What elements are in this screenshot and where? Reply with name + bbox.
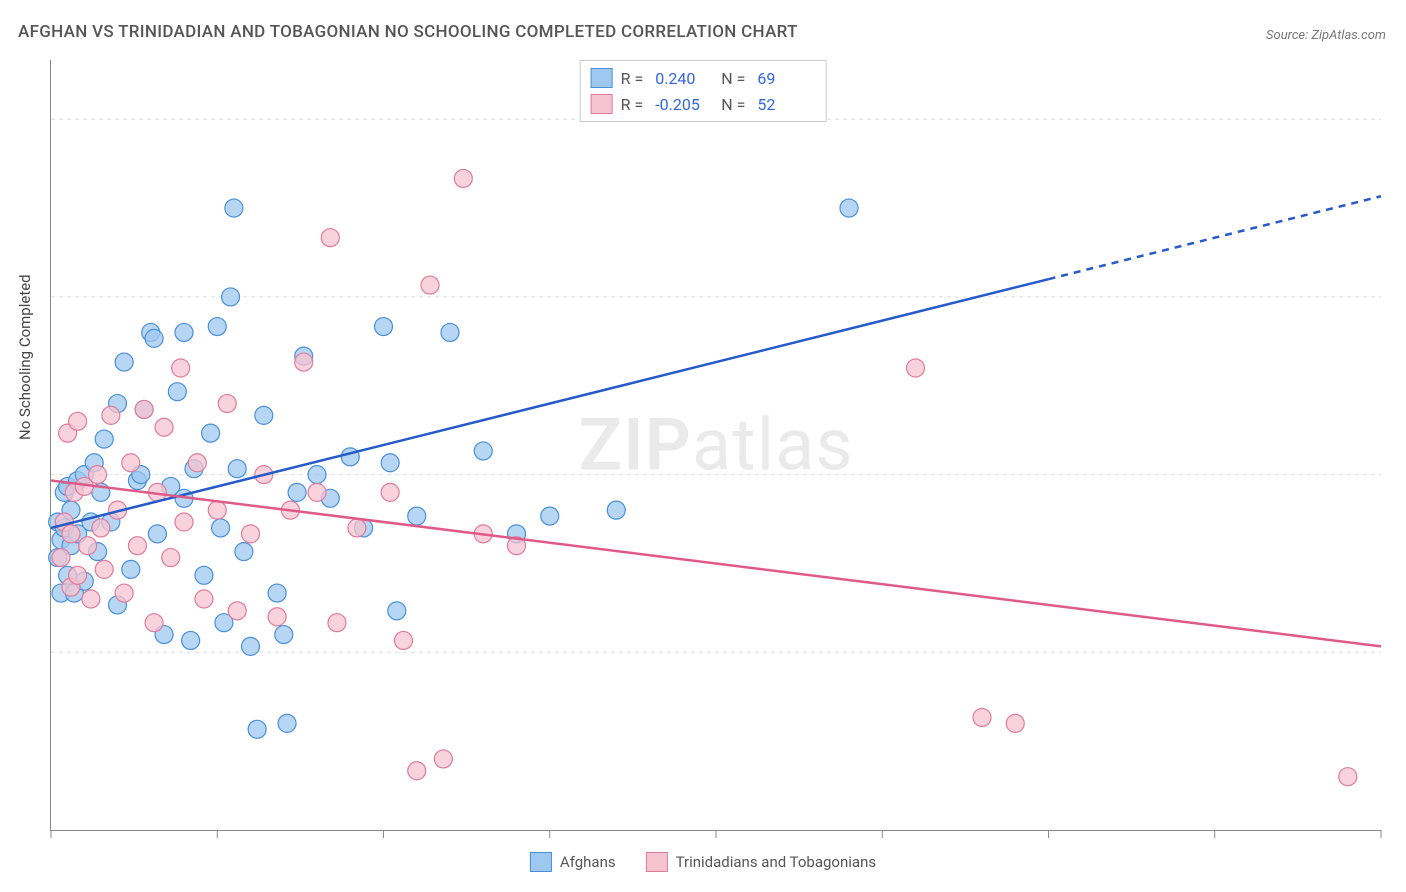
legend-swatch-2	[646, 852, 668, 872]
swatch-series-1	[591, 68, 613, 88]
source-label: Source: ZipAtlas.com	[1266, 28, 1386, 43]
stats-row-series-2: R = -0.205 N = 52	[591, 91, 816, 117]
chart-container: AFGHAN VS TRINIDADIAN AND TOBAGONIAN NO …	[0, 0, 1406, 892]
legend-item-2: Trinidadians and Tobagonians	[646, 852, 876, 872]
stats-legend: R = 0.240 N = 69 R = -0.205 N = 52	[580, 60, 827, 122]
chart-title: AFGHAN VS TRINIDADIAN AND TOBAGONIAN NO …	[18, 22, 798, 42]
r-label: R =	[621, 69, 644, 88]
legend-item-1: Afghans	[530, 852, 616, 872]
n-value-1: 69	[757, 69, 815, 88]
n-value-2: 52	[757, 95, 815, 114]
swatch-series-2	[591, 94, 613, 114]
plot-area: ZIPatlas	[50, 60, 1381, 831]
y-axis-label: No Schooling Completed	[16, 274, 34, 440]
plot-svg	[51, 60, 1381, 830]
legend-swatch-1	[530, 852, 552, 872]
r-label: R =	[621, 95, 644, 114]
legend-label-2: Trinidadians and Tobagonians	[676, 853, 876, 871]
n-label: N =	[721, 95, 745, 114]
stats-row-series-1: R = 0.240 N = 69	[591, 65, 816, 91]
legend-label-1: Afghans	[560, 853, 616, 871]
r-value-2: -0.205	[655, 95, 713, 114]
series-legend: Afghans Trinidadians and Tobagonians	[530, 852, 876, 872]
r-value-1: 0.240	[655, 69, 713, 88]
n-label: N =	[721, 69, 745, 88]
